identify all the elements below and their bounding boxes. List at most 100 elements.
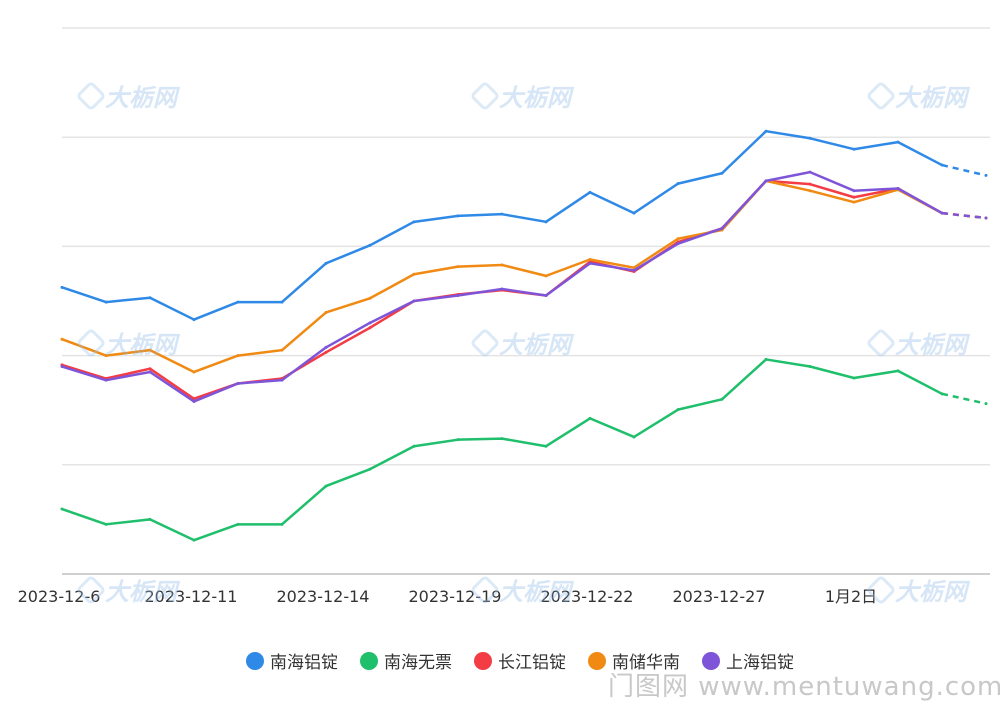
data-point — [720, 226, 724, 230]
chart-legend: 南海铝锭 南海无票 长江铝锭 南储华南 上海铝锭 — [0, 648, 1000, 673]
data-point — [456, 294, 460, 298]
data-point — [104, 300, 108, 304]
watermark-logo-text: 大栃网 — [895, 331, 967, 359]
data-point — [412, 299, 416, 303]
watermark-logo-text: 大栃网 — [105, 84, 177, 112]
gridlines — [62, 27, 990, 575]
data-point — [192, 318, 196, 322]
data-point — [852, 189, 856, 193]
legend-label: 南储华南 — [612, 653, 680, 673]
data-point — [60, 507, 64, 511]
data-point — [676, 237, 680, 241]
watermark-logo-text: 大栃网 — [895, 578, 967, 606]
data-point — [412, 272, 416, 276]
data-point — [544, 294, 548, 298]
data-point — [808, 170, 812, 174]
data-point — [192, 399, 196, 403]
watermark-logo: 大栃网 — [469, 78, 571, 113]
data-point — [984, 402, 988, 406]
data-point — [896, 187, 900, 191]
data-point — [632, 211, 636, 215]
watermark-logo: 大栃网 — [75, 572, 177, 607]
data-point — [456, 214, 460, 218]
site-watermark: 门图网 www.mentuwang.com — [608, 672, 1000, 702]
data-point — [368, 296, 372, 300]
data-point — [104, 354, 108, 358]
watermark-logo-text: 大栃网 — [895, 84, 967, 112]
watermark-logo: 大栃网 — [865, 78, 967, 113]
data-point — [764, 129, 768, 133]
data-point — [852, 376, 856, 380]
legend-item-nanchu-huanan[interactable]: 南储华南 — [588, 648, 680, 673]
legend-item-nanhai-ingot[interactable]: 南海铝锭 — [246, 648, 338, 673]
watermark-logo: 大栃网 — [865, 572, 967, 607]
series-forecast-line-4 — [941, 211, 987, 220]
data-point — [280, 522, 284, 526]
data-point — [808, 136, 812, 140]
data-point — [500, 287, 504, 291]
data-point — [324, 484, 328, 488]
data-point — [368, 467, 372, 471]
x-tick-label: 2023-12-11 — [145, 587, 238, 606]
data-point — [852, 147, 856, 151]
data-point — [984, 216, 988, 220]
data-point — [236, 354, 240, 358]
data-point — [368, 326, 372, 330]
data-point — [456, 438, 460, 442]
x-tick-label: 2023-12-22 — [541, 587, 634, 606]
watermark-logo: 大栃网 — [469, 572, 571, 607]
series-lines — [60, 129, 988, 542]
data-point — [148, 296, 152, 300]
watermark-logo: 大栃网 — [865, 325, 967, 360]
data-point — [632, 435, 636, 439]
data-point — [764, 179, 768, 183]
series-forecast-line-1 — [941, 392, 987, 405]
x-tick-label: 1月2日 — [825, 587, 877, 606]
data-point — [940, 211, 944, 215]
data-point — [148, 348, 152, 352]
data-point — [984, 173, 988, 177]
data-point — [236, 522, 240, 526]
data-point — [720, 171, 724, 175]
data-point — [192, 538, 196, 542]
data-point — [280, 348, 284, 352]
data-point — [500, 263, 504, 267]
series-line-1 — [61, 358, 943, 542]
x-axis-tick-labels: 2023-12-6 2023-12-11 2023-12-14 2023-12-19 2… — [18, 587, 878, 606]
data-point — [104, 522, 108, 526]
legend-swatch — [588, 651, 606, 670]
legend-item-nanhai-no-invoice[interactable]: 南海无票 — [360, 648, 452, 673]
data-point — [764, 357, 768, 361]
legend-item-changjiang-ingot[interactable]: 长江铝锭 — [474, 648, 566, 673]
legend-swatch — [246, 651, 264, 670]
watermark-logo: 大栃网 — [469, 325, 571, 360]
x-tick-label: 2023-12-27 — [673, 587, 766, 606]
data-point — [852, 195, 856, 199]
data-point — [940, 392, 944, 396]
data-point — [896, 369, 900, 373]
legend-label: 南海铝锭 — [270, 653, 338, 673]
watermark-logo-text: 大栃网 — [105, 331, 177, 359]
data-point — [236, 381, 240, 385]
data-point — [148, 370, 152, 374]
data-point — [852, 200, 856, 204]
legend-label: 南海无票 — [384, 653, 452, 673]
data-point — [544, 274, 548, 278]
data-point — [632, 266, 636, 270]
data-point — [148, 367, 152, 371]
data-point — [368, 243, 372, 247]
watermark-logo-text: 大栃网 — [499, 331, 571, 359]
x-tick-label: 2023-12-19 — [409, 587, 502, 606]
legend-item-shanghai-ingot[interactable]: 上海铝锭 — [702, 648, 794, 673]
legend-label: 长江铝锭 — [498, 653, 566, 673]
legend-label: 上海铝锭 — [726, 653, 794, 673]
line-chart: 2023-12-6 2023-12-11 2023-12-14 2023-12-19 2… — [18, 27, 990, 606]
data-point — [412, 220, 416, 224]
data-point — [368, 321, 372, 325]
data-point — [676, 182, 680, 186]
x-tick-label: 2023-12-6 — [18, 587, 101, 606]
data-point — [148, 517, 152, 521]
data-point — [676, 408, 680, 412]
watermark-logo: 大栃网 — [75, 78, 177, 113]
data-point — [280, 378, 284, 382]
